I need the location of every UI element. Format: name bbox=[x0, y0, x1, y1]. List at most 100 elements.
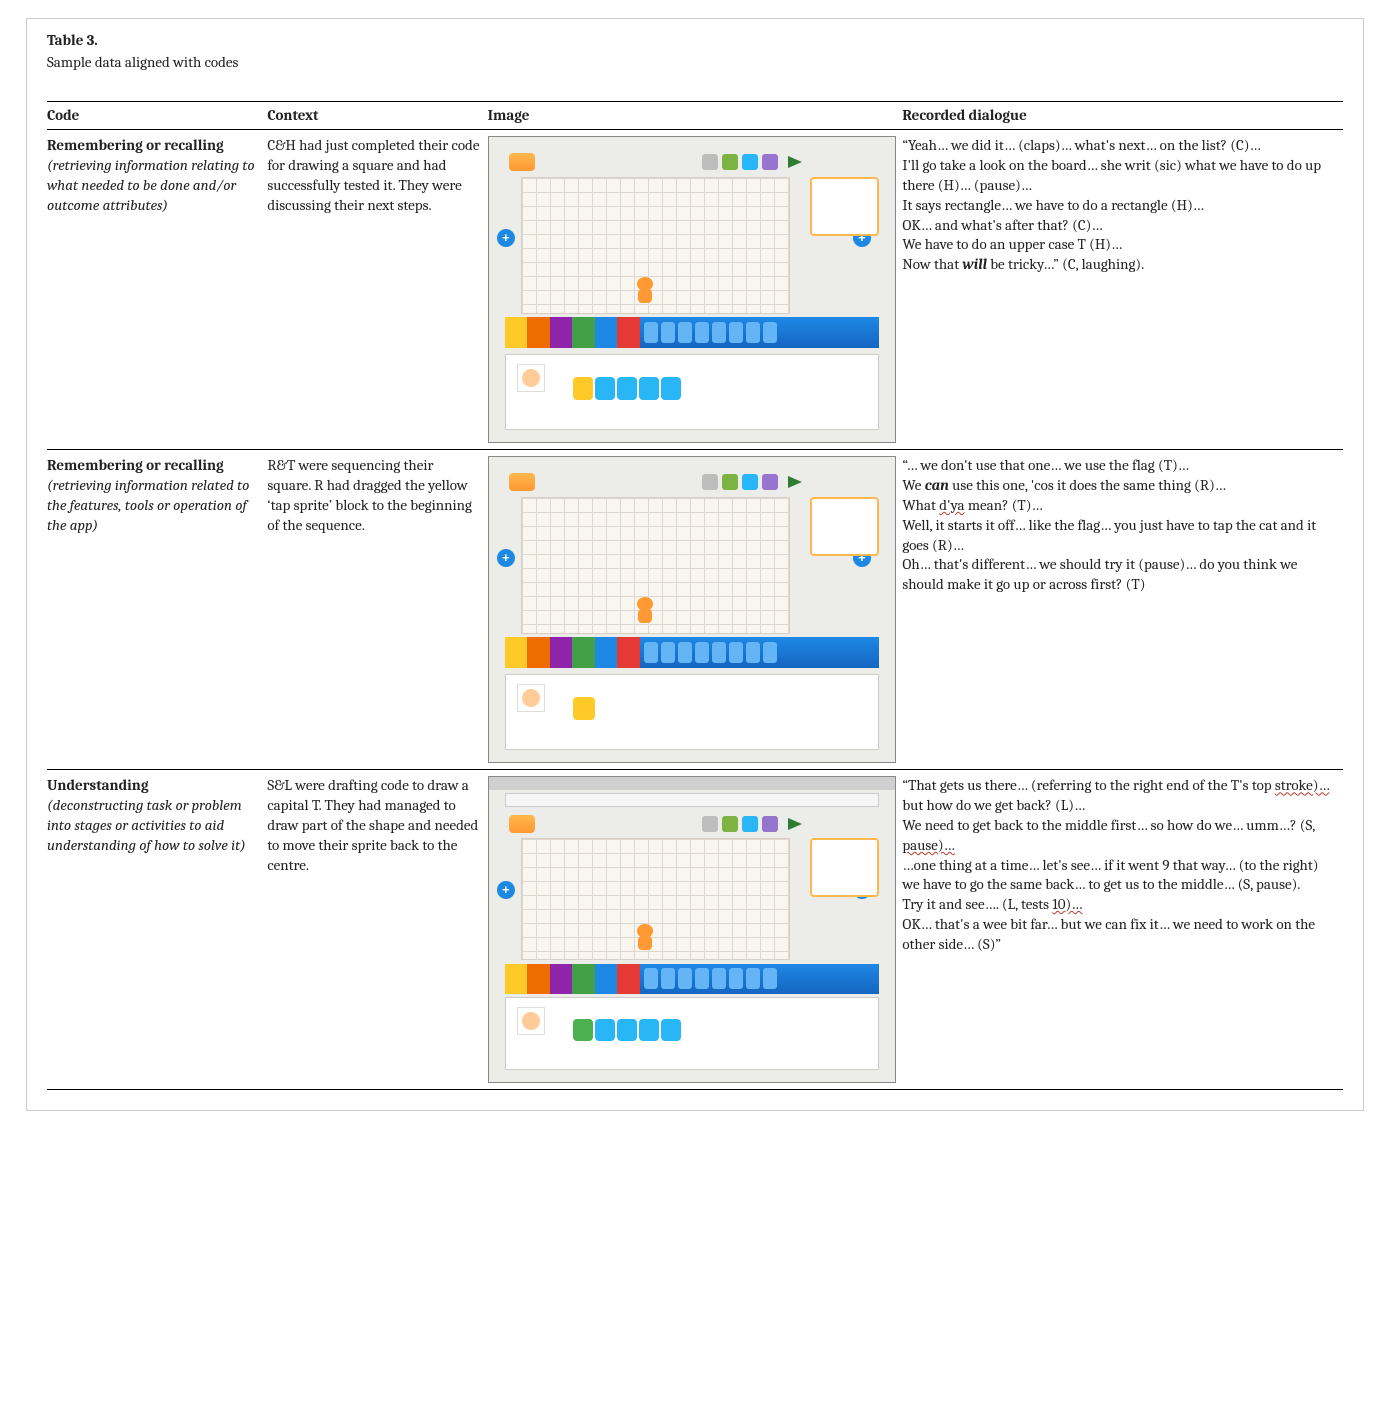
sj-topbar bbox=[505, 150, 806, 175]
palette-block-icon bbox=[678, 322, 692, 343]
tool-icon bbox=[742, 154, 758, 170]
palette-block-icon bbox=[661, 322, 675, 343]
script bbox=[573, 1019, 681, 1040]
cell-context: R&T were sequencing their square. R had … bbox=[267, 450, 487, 770]
page: Table 3. Sample data aligned with codes … bbox=[26, 18, 1364, 1111]
palette-block-icon bbox=[763, 968, 777, 989]
code-block-icon bbox=[573, 1019, 593, 1040]
cat-sprite-icon bbox=[634, 277, 656, 303]
palette-category-icon bbox=[550, 317, 572, 348]
block-palette bbox=[505, 964, 879, 995]
palette-category-icon bbox=[572, 317, 594, 348]
code-block-icon bbox=[573, 377, 593, 399]
col-image: Image bbox=[488, 101, 903, 130]
add-sprite-left-icon bbox=[497, 229, 515, 247]
home-icon bbox=[509, 815, 535, 833]
palette-block-icon bbox=[729, 968, 743, 989]
top-tools bbox=[702, 154, 778, 170]
palette-block-icon bbox=[746, 968, 760, 989]
code-block-icon bbox=[573, 697, 595, 719]
cat-sprite-icon bbox=[634, 597, 656, 623]
tool-icon bbox=[722, 816, 738, 832]
palette-category-icon bbox=[527, 637, 549, 668]
cell-dialogue: “That gets us there… (referring to the r… bbox=[902, 770, 1343, 1090]
pages-panel bbox=[810, 177, 879, 236]
palette-category-icon bbox=[595, 637, 617, 668]
sprite-thumb-icon bbox=[517, 1007, 545, 1035]
home-icon bbox=[509, 153, 535, 171]
tool-icon bbox=[702, 154, 718, 170]
tool-icon bbox=[742, 474, 758, 490]
script bbox=[573, 377, 681, 399]
tool-icon bbox=[742, 816, 758, 832]
table-row: Understanding(deconstructing task or pro… bbox=[47, 770, 1343, 1090]
script-area bbox=[505, 354, 879, 430]
palette-block-icon bbox=[695, 322, 709, 343]
table-header-row: Code Context Image Recorded dialogue bbox=[47, 101, 1343, 130]
palette-category-icon bbox=[595, 317, 617, 348]
cell-dialogue: “Yeah… we did it… (claps)… what's next… … bbox=[902, 130, 1343, 450]
palette-block-icon bbox=[729, 642, 743, 663]
block-strip bbox=[640, 317, 880, 348]
sj-topbar bbox=[505, 470, 806, 495]
palette-block-icon bbox=[746, 322, 760, 343]
code-name: Understanding bbox=[47, 776, 259, 796]
code-block-icon bbox=[661, 1019, 681, 1040]
block-palette bbox=[505, 637, 879, 668]
add-sprite-left-icon bbox=[497, 549, 515, 567]
cell-context: S&L were drafting code to draw a capital… bbox=[267, 770, 487, 1090]
palette-block-icon bbox=[644, 642, 658, 663]
palette-block-icon bbox=[644, 322, 658, 343]
palette-block-icon bbox=[661, 968, 675, 989]
palette-block-icon bbox=[712, 322, 726, 343]
palette-category-icon bbox=[617, 637, 639, 668]
tool-icon bbox=[702, 474, 718, 490]
table-row: Remembering or recalling(retrieving info… bbox=[47, 450, 1343, 770]
palette-category-icon bbox=[572, 964, 594, 995]
palette-block-icon bbox=[695, 968, 709, 989]
table-row: Remembering or recalling(retrieving info… bbox=[47, 130, 1343, 450]
block-strip bbox=[640, 964, 880, 995]
tool-icon bbox=[702, 816, 718, 832]
palette-block-icon bbox=[763, 642, 777, 663]
code-block-icon bbox=[617, 1019, 637, 1040]
green-flag-icon bbox=[788, 818, 802, 830]
palette-block-icon bbox=[712, 642, 726, 663]
table-label: Table 3. bbox=[47, 31, 1343, 51]
add-sprite-left-icon bbox=[497, 881, 515, 899]
stage bbox=[521, 497, 789, 634]
col-context: Context bbox=[267, 101, 487, 130]
palette-category-icon bbox=[505, 964, 527, 995]
code-description: (retrieving information relating to what… bbox=[47, 156, 259, 215]
cell-code: Remembering or recalling(retrieving info… bbox=[47, 450, 267, 770]
script-area bbox=[505, 997, 879, 1070]
code-block-icon bbox=[639, 377, 659, 399]
tool-icon bbox=[762, 816, 778, 832]
top-tools bbox=[702, 816, 778, 832]
scratchjr-thumbnail bbox=[488, 136, 897, 443]
cell-image bbox=[488, 450, 903, 770]
palette-category-icon bbox=[527, 317, 549, 348]
palette-category-icon bbox=[505, 317, 527, 348]
codes-table: Code Context Image Recorded dialogue Rem… bbox=[47, 101, 1343, 1091]
code-block-icon bbox=[617, 377, 637, 399]
palette-block-icon bbox=[729, 322, 743, 343]
palette-block-icon bbox=[746, 642, 760, 663]
top-tools bbox=[702, 474, 778, 490]
cell-context: C&H had just completed their code for dr… bbox=[267, 130, 487, 450]
sprite-thumb-icon bbox=[517, 364, 545, 392]
cell-dialogue: “… we don't use that one… we use the fla… bbox=[902, 450, 1343, 770]
code-block-icon bbox=[661, 377, 681, 399]
cat-sprite-icon bbox=[634, 924, 656, 950]
palette-category-icon bbox=[550, 637, 572, 668]
home-icon bbox=[509, 473, 535, 491]
palette-category-icon bbox=[617, 964, 639, 995]
code-block-icon bbox=[595, 377, 615, 399]
table-caption: Sample data aligned with codes bbox=[47, 53, 1343, 73]
code-description: (retrieving information related to the f… bbox=[47, 476, 259, 535]
palette-block-icon bbox=[712, 968, 726, 989]
tool-icon bbox=[722, 474, 738, 490]
stage bbox=[521, 177, 789, 314]
palette-category-icon bbox=[595, 964, 617, 995]
green-flag-icon bbox=[788, 476, 802, 488]
